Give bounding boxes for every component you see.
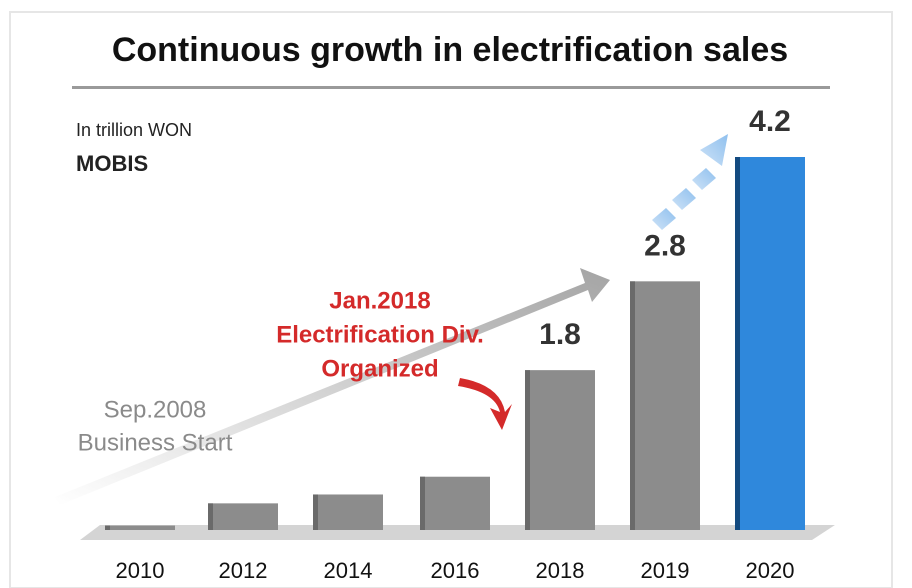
annotation: Jan.2018 xyxy=(329,287,430,314)
bar-side xyxy=(735,157,740,530)
bar xyxy=(630,281,700,530)
bar-side xyxy=(105,525,110,530)
value-label: 2.8 xyxy=(644,229,686,262)
x-tick-label: 2012 xyxy=(219,558,268,583)
x-tick-label: 2019 xyxy=(641,558,690,583)
annotation: Sep.2008 xyxy=(104,396,207,423)
bar xyxy=(420,476,490,530)
x-tick-label: 2014 xyxy=(324,558,373,583)
value-label: 4.2 xyxy=(749,105,791,138)
unit-note: In trillion WON xyxy=(76,120,192,140)
x-tick-label: 2018 xyxy=(536,558,585,583)
title-rule xyxy=(72,86,830,89)
red-arrow xyxy=(458,378,512,430)
bar-side xyxy=(420,476,425,530)
dashed-arrow xyxy=(652,134,728,230)
bar xyxy=(735,157,805,530)
chart-title: Continuous growth in electrification sal… xyxy=(112,31,788,69)
logo: MOBIS xyxy=(76,151,148,176)
annotation: Business Start xyxy=(78,429,233,456)
annotation: Electrification Div. xyxy=(276,321,484,348)
bar-side xyxy=(525,370,530,530)
bar-side xyxy=(313,494,318,530)
growth-arrow xyxy=(55,268,610,505)
bar xyxy=(208,503,278,530)
bar-side xyxy=(630,281,635,530)
annotation: Organized xyxy=(321,355,438,382)
x-tick-label: 2020 xyxy=(746,558,795,583)
x-tick-label: 2010 xyxy=(116,558,165,583)
bar xyxy=(105,525,175,530)
value-label: 1.8 xyxy=(539,318,581,351)
bar-side xyxy=(208,503,213,530)
bar xyxy=(525,370,595,530)
x-tick-label: 2016 xyxy=(431,558,480,583)
bar xyxy=(313,494,383,530)
